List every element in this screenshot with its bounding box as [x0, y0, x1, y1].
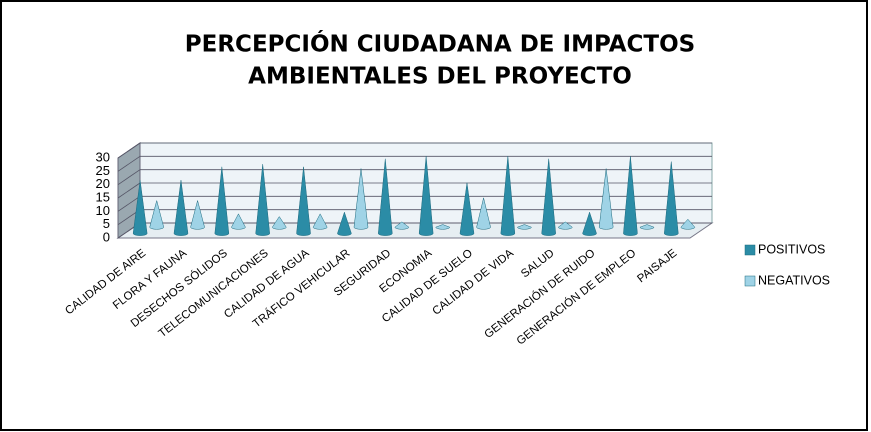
y-tick-label: 15 — [96, 189, 110, 204]
legend-swatch — [744, 275, 756, 287]
cone — [664, 161, 679, 236]
grid-line — [117, 196, 141, 212]
legend-label: POSITIVOS — [758, 242, 825, 256]
cone — [598, 168, 614, 230]
chart-title: AMBIENTALES DEL PROYECTO — [248, 64, 632, 90]
chart-title: PERCEPCIÓN CIUDADANA DE IMPACTOS — [185, 30, 695, 58]
cone — [394, 221, 410, 230]
grid-line — [117, 142, 141, 159]
cone — [312, 213, 328, 230]
cone — [476, 197, 491, 230]
grid-line — [117, 182, 141, 199]
cone — [517, 224, 532, 230]
cone — [558, 221, 573, 230]
cone — [255, 164, 270, 236]
cone — [418, 156, 434, 236]
cone — [337, 211, 352, 236]
cone — [680, 218, 696, 230]
y-tick-label: 20 — [96, 176, 110, 191]
cone — [435, 224, 450, 230]
cone — [582, 211, 597, 236]
legend-label: NEGATIVOS — [758, 273, 830, 287]
cone — [190, 199, 205, 230]
floor — [116, 222, 714, 239]
cone — [353, 168, 369, 230]
cone — [173, 180, 189, 236]
y-tick-label: 30 — [96, 149, 110, 164]
cone — [231, 213, 246, 230]
cone — [639, 224, 655, 230]
y-tick-label: 25 — [96, 163, 110, 178]
cone — [214, 166, 230, 236]
cone — [378, 158, 393, 236]
grid-line — [117, 169, 141, 185]
cone — [623, 156, 638, 236]
cone — [500, 156, 516, 236]
cone — [132, 180, 148, 236]
cone — [296, 166, 311, 236]
cone — [541, 158, 556, 236]
y-tick-label: 10 — [96, 203, 110, 218]
y-tick-label: 0 — [103, 229, 110, 244]
cone — [459, 182, 475, 236]
cone — [149, 199, 164, 230]
legend-swatch — [744, 244, 756, 256]
y-tick-label: 5 — [103, 216, 110, 231]
cone — [272, 216, 287, 230]
grid-line — [117, 156, 141, 172]
